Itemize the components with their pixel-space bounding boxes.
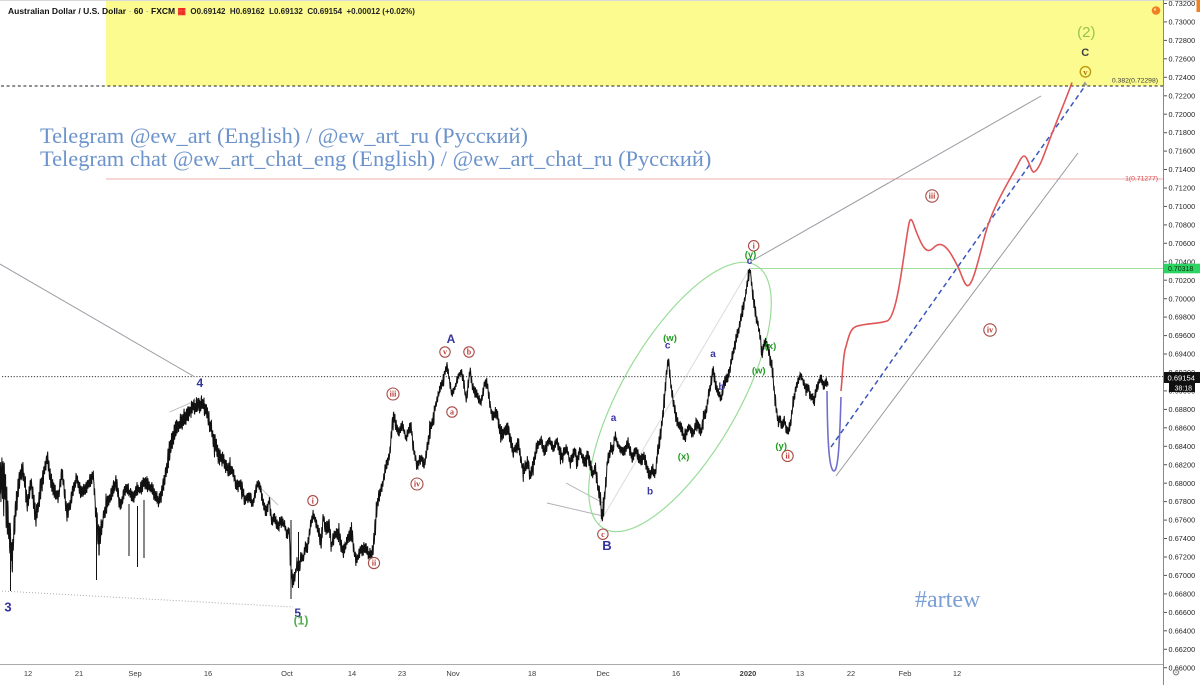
svg-text:Dec: Dec [596, 669, 610, 678]
svg-text:c: c [665, 341, 671, 352]
svg-text:ii: ii [785, 452, 790, 461]
svg-text:0.73000: 0.73000 [1169, 18, 1196, 27]
svg-text:a: a [450, 408, 454, 417]
svg-text:0.70400: 0.70400 [1169, 257, 1196, 266]
svg-text:Feb: Feb [899, 669, 912, 678]
svg-text:0.67800: 0.67800 [1169, 497, 1196, 506]
svg-text:1(0.71277): 1(0.71277) [1125, 176, 1158, 183]
svg-text:5: 5 [294, 606, 301, 620]
svg-text:0.69154: 0.69154 [1168, 374, 1195, 383]
svg-text:i: i [312, 496, 315, 505]
svg-text:a: a [710, 349, 716, 360]
svg-text:B: B [602, 538, 611, 553]
svg-text:b: b [647, 487, 653, 498]
svg-text:0.72600: 0.72600 [1169, 54, 1196, 63]
svg-text:Oct: Oct [281, 669, 294, 678]
svg-text:0.67400: 0.67400 [1169, 534, 1196, 543]
svg-text:(x): (x) [765, 341, 777, 352]
svg-text:16: 16 [204, 669, 212, 678]
svg-text:0.66200: 0.66200 [1169, 645, 1196, 654]
svg-text:0.382(0.72298): 0.382(0.72298) [1112, 78, 1158, 85]
svg-text:b: b [467, 348, 472, 357]
svg-text:0.68400: 0.68400 [1169, 442, 1196, 451]
svg-text:0.72800: 0.72800 [1169, 36, 1196, 45]
svg-text:0.72200: 0.72200 [1169, 91, 1196, 100]
svg-text:0.71000: 0.71000 [1169, 202, 1196, 211]
svg-text:(y): (y) [745, 249, 757, 260]
svg-text:0.71600: 0.71600 [1169, 147, 1196, 156]
svg-text:a: a [611, 413, 617, 424]
svg-text:C: C [1081, 47, 1089, 59]
svg-text:0.68600: 0.68600 [1169, 423, 1196, 432]
svg-text:0.68000: 0.68000 [1169, 479, 1196, 488]
svg-text:0.70600: 0.70600 [1169, 239, 1196, 248]
svg-text:0.70800: 0.70800 [1169, 221, 1196, 230]
svg-text:38:18: 38:18 [1175, 386, 1193, 393]
svg-text:0.70200: 0.70200 [1169, 276, 1196, 285]
svg-text:iv: iv [987, 326, 993, 335]
svg-text:0.66400: 0.66400 [1169, 626, 1196, 635]
svg-text:0.72000: 0.72000 [1169, 110, 1196, 119]
svg-text:ii: ii [372, 559, 377, 568]
svg-text:Sep: Sep [128, 669, 141, 678]
svg-text:i: i [753, 242, 756, 251]
svg-text:0.70000: 0.70000 [1169, 294, 1196, 303]
svg-text:18: 18 [528, 669, 536, 678]
svg-text:Nov: Nov [446, 669, 460, 678]
svg-text:12: 12 [24, 669, 32, 678]
svg-text:(1): (1) [294, 614, 309, 628]
svg-text:3: 3 [4, 600, 11, 615]
svg-text:0.66000: 0.66000 [1169, 663, 1196, 672]
svg-text:v: v [1083, 67, 1088, 77]
svg-text:(w): (w) [663, 333, 677, 344]
svg-text:iii: iii [929, 192, 936, 201]
svg-text:23: 23 [398, 669, 406, 678]
svg-text:0.71200: 0.71200 [1169, 184, 1196, 193]
svg-text:iv: iv [414, 480, 420, 489]
svg-text:c: c [747, 256, 753, 267]
svg-text:0.68800: 0.68800 [1169, 405, 1196, 414]
svg-text:16: 16 [672, 669, 680, 678]
svg-text:iii: iii [390, 390, 397, 399]
svg-text:0.67600: 0.67600 [1169, 516, 1196, 525]
svg-text:14: 14 [348, 669, 356, 678]
svg-text:(w): (w) [752, 365, 766, 376]
svg-text:0.72400: 0.72400 [1169, 73, 1196, 82]
svg-text:21: 21 [75, 669, 83, 678]
svg-text:(y): (y) [775, 441, 787, 452]
svg-text:0.68200: 0.68200 [1169, 460, 1196, 469]
svg-text:0.71800: 0.71800 [1169, 128, 1196, 137]
svg-text:(x): (x) [678, 451, 690, 462]
svg-text:0.69800: 0.69800 [1169, 313, 1196, 322]
svg-text:13: 13 [796, 669, 804, 678]
svg-text:4: 4 [196, 376, 203, 390]
svg-text:0.67000: 0.67000 [1169, 571, 1196, 580]
svg-text:0.69600: 0.69600 [1169, 331, 1196, 340]
svg-text:0.71400: 0.71400 [1169, 165, 1196, 174]
svg-text:⚙: ⚙ [1172, 668, 1181, 679]
svg-text:c: c [601, 530, 605, 539]
svg-text:0.66600: 0.66600 [1169, 608, 1196, 617]
svg-text:0.73200: 0.73200 [1169, 0, 1196, 8]
svg-text:2020: 2020 [740, 669, 757, 678]
svg-text:b: b [718, 382, 724, 393]
svg-text:0.67200: 0.67200 [1169, 553, 1196, 562]
svg-text:0.66800: 0.66800 [1169, 590, 1196, 599]
svg-text:12: 12 [953, 669, 961, 678]
svg-text:0.69400: 0.69400 [1169, 350, 1196, 359]
svg-text:0.70318: 0.70318 [1168, 266, 1193, 273]
svg-text:(2): (2) [1077, 24, 1095, 41]
svg-text:22: 22 [847, 669, 855, 678]
svg-text:v: v [443, 348, 447, 357]
svg-text:A: A [447, 332, 456, 346]
